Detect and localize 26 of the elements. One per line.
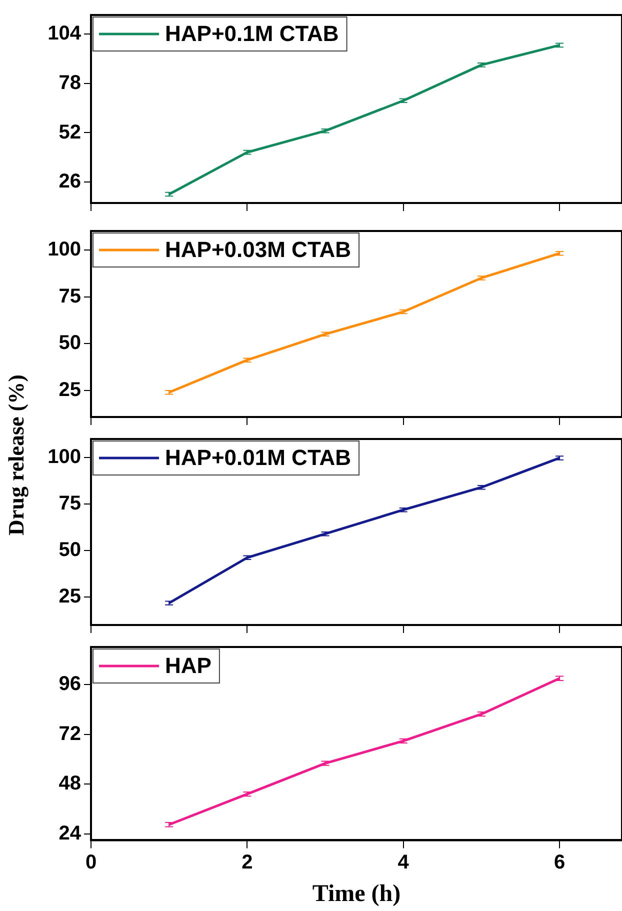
y-tick-label: 75: [58, 492, 81, 515]
y-tick-label: 24: [58, 822, 82, 844]
y-tick-label: 78: [58, 72, 81, 94]
legend-label: HAP+0.1M CTAB: [165, 21, 339, 46]
y-axis-title: Drug release (%): [2, 374, 29, 536]
y-tick-label: 25: [58, 586, 81, 608]
x-tick-label: 2: [242, 852, 253, 874]
y-tick-label: 50: [58, 539, 81, 562]
y-tick-label: 96: [58, 672, 81, 695]
y-tick-label: 26: [58, 170, 81, 193]
y-tick-label: 25: [58, 379, 81, 402]
legend-label: HAP+0.03M CTAB: [165, 237, 352, 262]
y-tick-label: 104: [48, 22, 82, 45]
y-tick-label: 50: [58, 332, 81, 354]
x-tick-label: 0: [85, 852, 97, 874]
y-tick-label: 48: [58, 772, 81, 795]
y-tick-label: 52: [58, 121, 81, 144]
y-tick-label: 75: [58, 285, 81, 308]
x-axis-title: Time (h): [312, 880, 401, 907]
legend-label: HAP+0.01M CTAB: [165, 445, 352, 470]
legend-label: HAP: [165, 653, 212, 678]
y-tick-label: 100: [48, 446, 81, 468]
y-tick-label: 100: [48, 238, 81, 260]
x-tick-label: 6: [554, 852, 566, 874]
y-tick-label: 72: [58, 722, 81, 745]
x-tick-label: 4: [398, 852, 410, 874]
